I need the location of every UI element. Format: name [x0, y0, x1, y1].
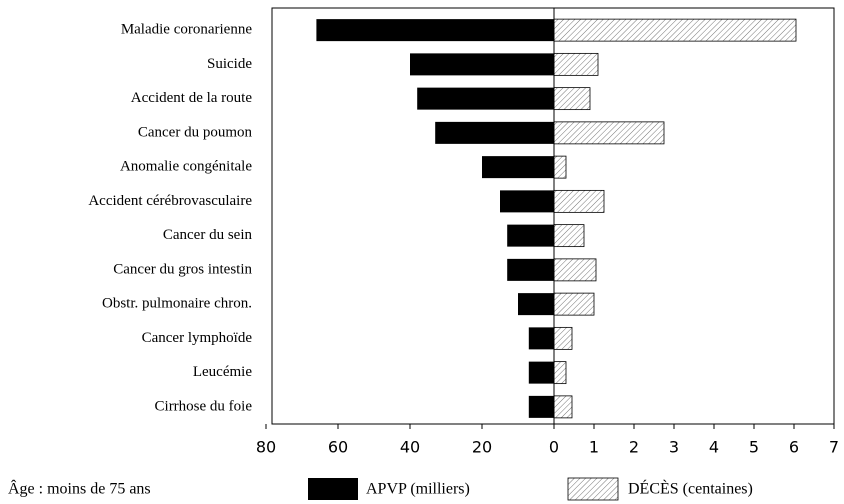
category-label: Cancer du gros intestin: [113, 261, 252, 277]
bar: [410, 53, 554, 76]
bar: [435, 121, 554, 144]
bar: [553, 395, 573, 419]
category-label: Cancer lymphoïde: [142, 330, 253, 346]
bar: [553, 361, 567, 385]
category-label: Suicide: [207, 56, 252, 72]
category-label: Leucémie: [193, 364, 252, 380]
category-label: Cancer du sein: [163, 227, 253, 243]
bar: [553, 326, 573, 350]
category-label: Cancer du poumon: [138, 124, 253, 140]
legend-label: APVP (milliers): [366, 481, 470, 498]
category-label: Obstr. pulmonaire chron.: [102, 296, 252, 312]
bar: [316, 19, 554, 42]
x2-tick-label: 7: [829, 438, 839, 457]
x2-tick-label: 3: [669, 438, 679, 457]
bar: [528, 361, 554, 384]
bar: [417, 87, 554, 110]
bar: [528, 327, 554, 350]
legend-swatch: [308, 478, 358, 500]
bar: [553, 189, 605, 213]
note: Âge : moins de 75 ans: [8, 479, 151, 498]
x2-tick-label: 5: [749, 438, 759, 457]
x2-tick-label: 6: [789, 438, 799, 457]
bar: [500, 190, 554, 213]
category-label: Accident cérébrovasculaire: [88, 193, 252, 209]
bar: [553, 224, 585, 248]
x2-tick-label: 1: [589, 438, 599, 457]
bar: [507, 258, 554, 281]
legend-label: DÉCÈS (centaines): [628, 479, 753, 498]
bar: [553, 121, 665, 145]
x-tick-label: 80: [256, 438, 276, 457]
category-label: Anomalie congénitale: [120, 159, 252, 175]
x2-tick-label: 4: [709, 438, 719, 457]
bar: [518, 293, 554, 316]
bar: [553, 18, 797, 42]
bar: [482, 156, 554, 179]
plot-frame: [271, 7, 835, 425]
bar: [553, 87, 591, 111]
bar: [553, 258, 597, 282]
bar: [553, 292, 595, 316]
x-tick-label: 60: [328, 438, 348, 457]
bar: [553, 52, 599, 76]
x2-tick-label: 2: [629, 438, 639, 457]
x-tick-label: 0: [549, 438, 559, 457]
x-tick-label: 40: [400, 438, 420, 457]
bar: [528, 395, 554, 418]
category-label: Cirrhose du foie: [155, 398, 253, 414]
category-label: Maladie coronarienne: [121, 22, 253, 38]
legend-swatch: [567, 477, 619, 501]
bar: [507, 224, 554, 247]
category-label: Accident de la route: [131, 90, 253, 106]
x-tick-label: 20: [472, 438, 492, 457]
bar: [553, 155, 567, 179]
